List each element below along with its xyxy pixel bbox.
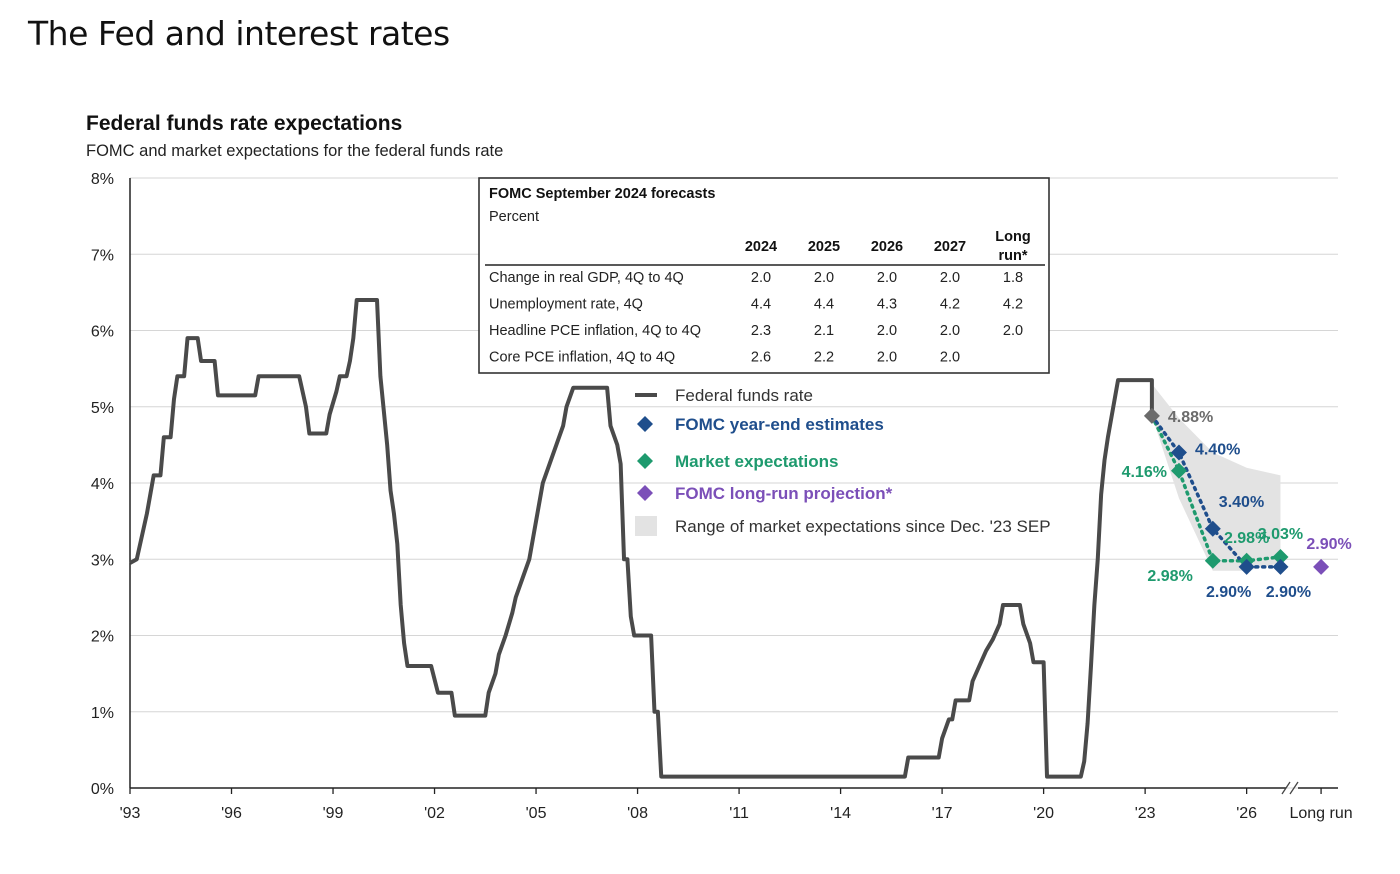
range-band (1151, 383, 1281, 571)
legend-label: FOMC year-end estimates (675, 415, 884, 434)
current-rate-label: 4.88% (1168, 409, 1213, 426)
legend-swatch-diamond (637, 453, 653, 469)
x-tick-label: '26 (1236, 805, 1257, 822)
forecast-table-cell: 2.0 (1003, 323, 1023, 339)
chart-title: Federal funds rate expectations (86, 112, 403, 135)
x-tick-label: '02 (424, 805, 445, 822)
point-label: 3.40% (1219, 494, 1264, 511)
x-tick-label: '20 (1033, 805, 1054, 822)
market-expectation-marker (1204, 552, 1221, 569)
y-tick-label: 2% (91, 629, 114, 646)
federal-funds-rate-line (129, 298, 1154, 779)
x-tick-label: '99 (323, 805, 344, 822)
y-tick-label: 6% (91, 324, 114, 341)
forecast-table-header: Long (995, 229, 1030, 245)
y-tick-label: 8% (91, 171, 114, 188)
forecast-table-cell: 2.0 (877, 323, 897, 339)
axis-break-mark (1281, 781, 1291, 795)
forecast-table-title: FOMC September 2024 forecasts (489, 186, 715, 202)
legend-label: Market expectations (675, 452, 838, 471)
point-label: 2.90% (1206, 584, 1251, 601)
forecast-table-row-label: Core PCE inflation, 4Q to 4Q (489, 350, 675, 366)
forecast-table-cell: 2.0 (877, 350, 897, 366)
forecast-table-row-label: Headline PCE inflation, 4Q to 4Q (489, 323, 701, 339)
market-expectation-marker (1170, 462, 1187, 479)
point-label: 4.40% (1195, 442, 1240, 459)
x-tick-label: '93 (120, 805, 141, 822)
axes: 0% 1% 2% 3% 4% 5% 6% 7% 8% '93 '96 '99 '02 '05 '08 '11 '… (91, 171, 1353, 822)
y-tick-label: 4% (91, 476, 114, 493)
forecast-table-cell: 4.2 (1003, 297, 1023, 313)
current-rate-marker (1143, 407, 1160, 424)
forecast-table-header: 2027 (934, 239, 966, 255)
point-label: 2.98% (1147, 568, 1192, 585)
y-tick-label: 0% (91, 781, 114, 798)
fomc-estimate-marker (1170, 444, 1187, 461)
x-tick-label: '17 (932, 805, 953, 822)
legend-label: Federal funds rate (675, 386, 813, 405)
forecast-table-cell: 4.4 (751, 297, 771, 313)
forecast-table: FOMC September 2024 forecasts Percent 2024… (478, 177, 1050, 374)
forecast-table-header: 2025 (808, 239, 840, 255)
point-label: 3.03% (1258, 526, 1303, 543)
forecast-table-frame (478, 177, 1050, 374)
y-tick-label: 3% (91, 552, 114, 569)
forecast-table-cell: 2.0 (877, 270, 897, 286)
x-tick-label: '05 (526, 805, 547, 822)
forecast-table-cell: 2.2 (814, 350, 834, 366)
fomc-estimate-marker (1272, 558, 1289, 575)
legend-label: Range of market expectations since Dec. … (675, 517, 1051, 536)
point-labels: 4.88% 4.40% 3.40% 2.90% 2.90% 4.16% 2.98% 2.98%… (1122, 409, 1352, 601)
x-tick-label: '14 (830, 805, 851, 822)
legend-swatch-square (635, 516, 657, 536)
chart-subtitle: FOMC and market expectations for the fed… (86, 142, 504, 160)
forecast-table-cell: 2.0 (940, 270, 960, 286)
y-tick-label: 5% (91, 400, 114, 417)
point-label: 4.16% (1122, 464, 1167, 481)
legend-swatch-diamond (637, 485, 653, 501)
forecast-table-row-label: Unemployment rate, 4Q (489, 297, 643, 313)
forecast-table-cell: 2.0 (940, 323, 960, 339)
forecast-table-cell: 2.0 (814, 270, 834, 286)
x-tick-label: '11 (729, 805, 749, 822)
page-title: The Fed and interest rates (28, 14, 450, 53)
legend-swatch-diamond (637, 416, 653, 432)
forecast-table-cell: 4.2 (940, 297, 960, 313)
x-tick-label: '23 (1135, 805, 1156, 822)
y-tick-label: 1% (91, 705, 114, 722)
y-tick-label: 7% (91, 247, 114, 264)
market-expectation-marker (1272, 548, 1289, 565)
forecast-table-row-label: Change in real GDP, 4Q to 4Q (489, 270, 684, 286)
forecast-table-cell: 2.1 (814, 323, 834, 339)
fomc-estimate-marker (1238, 558, 1255, 575)
forecast-table-cell: 2.6 (751, 350, 771, 366)
forecast-table-cell: 2.0 (751, 270, 771, 286)
fomc-long-run-marker (1313, 558, 1330, 575)
forecast-table-subtitle: Percent (489, 209, 539, 225)
x-tick-label: '08 (627, 805, 648, 822)
forecast-table-header: 2026 (871, 239, 903, 255)
point-label: 2.90% (1266, 584, 1311, 601)
forecast-table-header: run* (999, 248, 1028, 264)
legend: Federal funds rate FOMC year-end estimate… (635, 386, 1051, 536)
point-label: 2.90% (1306, 536, 1351, 553)
point-label: 2.98% (1224, 530, 1269, 547)
legend-label: FOMC long-run projection* (675, 484, 893, 503)
fomc-estimate-marker (1204, 520, 1221, 537)
market-expectations-range-band (1151, 383, 1281, 571)
x-tick-label: '96 (221, 805, 242, 822)
axis-break-mark (1289, 781, 1299, 795)
forecast-table-cell: 2.3 (751, 323, 771, 339)
x-tick-label: Long run (1289, 805, 1352, 822)
forecast-table-cell: 4.4 (814, 297, 834, 313)
forecast-table-cell: 1.8 (1003, 270, 1023, 286)
series-markers (1143, 407, 1330, 575)
forecast-table-cell: 4.3 (877, 297, 897, 313)
forecast-table-header: 2024 (745, 239, 777, 255)
forecast-table-cell: 2.0 (940, 350, 960, 366)
